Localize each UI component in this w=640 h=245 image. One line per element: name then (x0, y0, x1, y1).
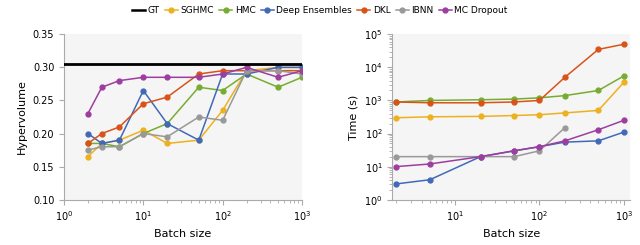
Y-axis label: Time (s): Time (s) (349, 94, 358, 140)
X-axis label: Batch size: Batch size (154, 229, 212, 239)
Y-axis label: Hypervolume: Hypervolume (17, 80, 27, 154)
X-axis label: Batch size: Batch size (483, 229, 540, 239)
Legend: GT, SGHMC, HMC, Deep Ensembles, DKL, IBNN, MC Dropout: GT, SGHMC, HMC, Deep Ensembles, DKL, IBN… (129, 2, 511, 18)
